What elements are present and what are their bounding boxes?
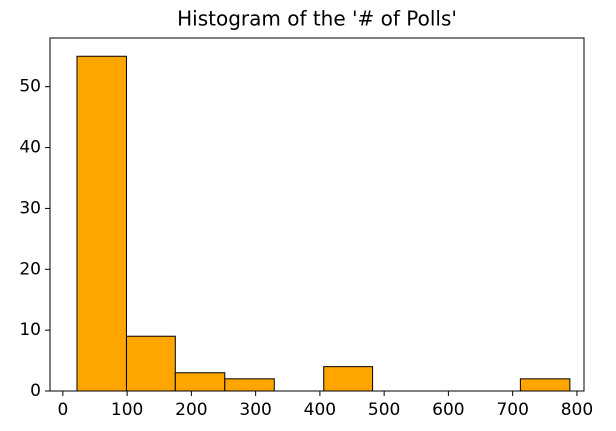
y-tick-label: 30 bbox=[19, 198, 41, 218]
y-tick-label: 20 bbox=[19, 259, 41, 279]
y-tick-label: 10 bbox=[19, 320, 41, 340]
x-tick-label: 300 bbox=[239, 400, 271, 420]
x-tick-label: 400 bbox=[304, 400, 336, 420]
x-tick-label: 800 bbox=[561, 400, 593, 420]
x-tick-label: 100 bbox=[111, 400, 143, 420]
plot-frame bbox=[49, 37, 585, 392]
x-tick-label: 600 bbox=[432, 400, 464, 420]
y-tick-label: 40 bbox=[19, 138, 41, 158]
y-tick-label: 50 bbox=[19, 77, 41, 97]
bar bbox=[323, 366, 374, 392]
x-tick-label: 700 bbox=[496, 400, 528, 420]
bar bbox=[76, 55, 127, 392]
bar bbox=[519, 378, 571, 392]
bar bbox=[174, 372, 226, 392]
chart-title: Histogram of the '# of Polls' bbox=[177, 7, 457, 31]
x-tick-label: 200 bbox=[175, 400, 207, 420]
y-tick-label: 0 bbox=[30, 381, 41, 401]
x-tick-label: 0 bbox=[57, 400, 68, 420]
bar bbox=[125, 335, 176, 392]
bar bbox=[224, 378, 275, 392]
x-tick-label: 500 bbox=[368, 400, 400, 420]
